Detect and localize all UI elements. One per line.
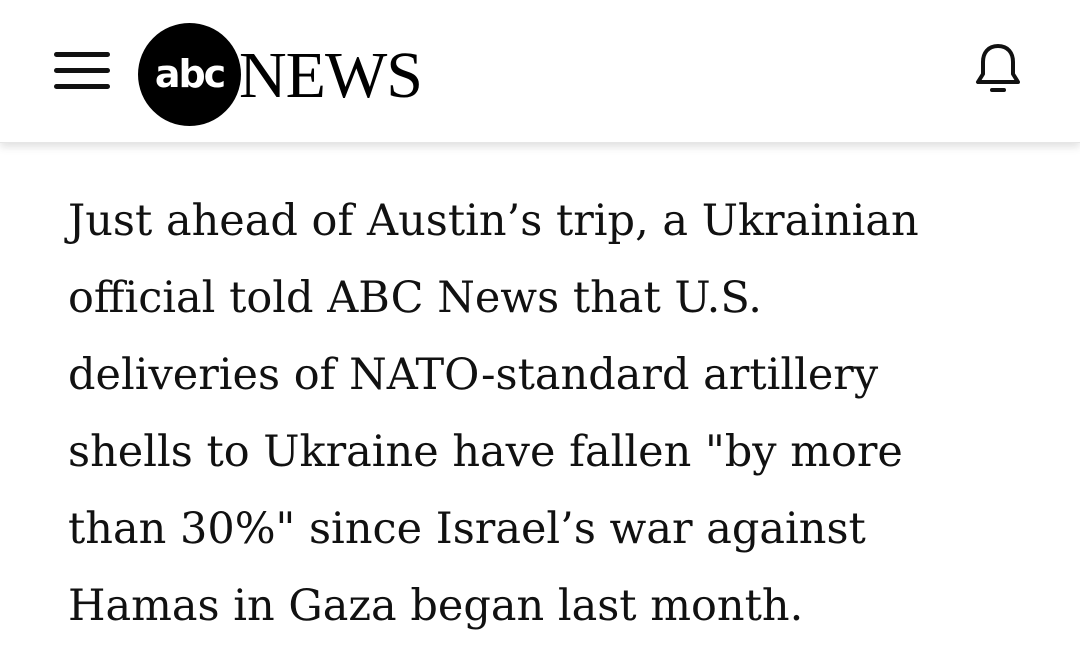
top-header: abc NEWS [0,0,1080,143]
abc-news-logo[interactable]: abc NEWS [138,22,423,126]
hamburger-menu-icon[interactable] [54,50,110,90]
bell-icon[interactable] [970,40,1026,96]
article-line: shells to Ukraine have fallen "by more [68,427,903,477]
news-wordmark: NEWS [239,39,423,112]
article-paragraph: Just ahead of Austin’s trip, a Ukrainian… [68,183,919,645]
article-line: than 30%" since Israel’s war against [68,504,866,554]
abc-logo-circle: abc [138,22,241,126]
article-line: official told ABC News that U.S. [68,273,762,323]
article-line: deliveries of NATO-standard artillery [68,350,879,400]
article-line: Hamas in Gaza began last month. [68,581,804,631]
article-line: Just ahead of Austin’s trip, a Ukrainian [68,196,919,246]
